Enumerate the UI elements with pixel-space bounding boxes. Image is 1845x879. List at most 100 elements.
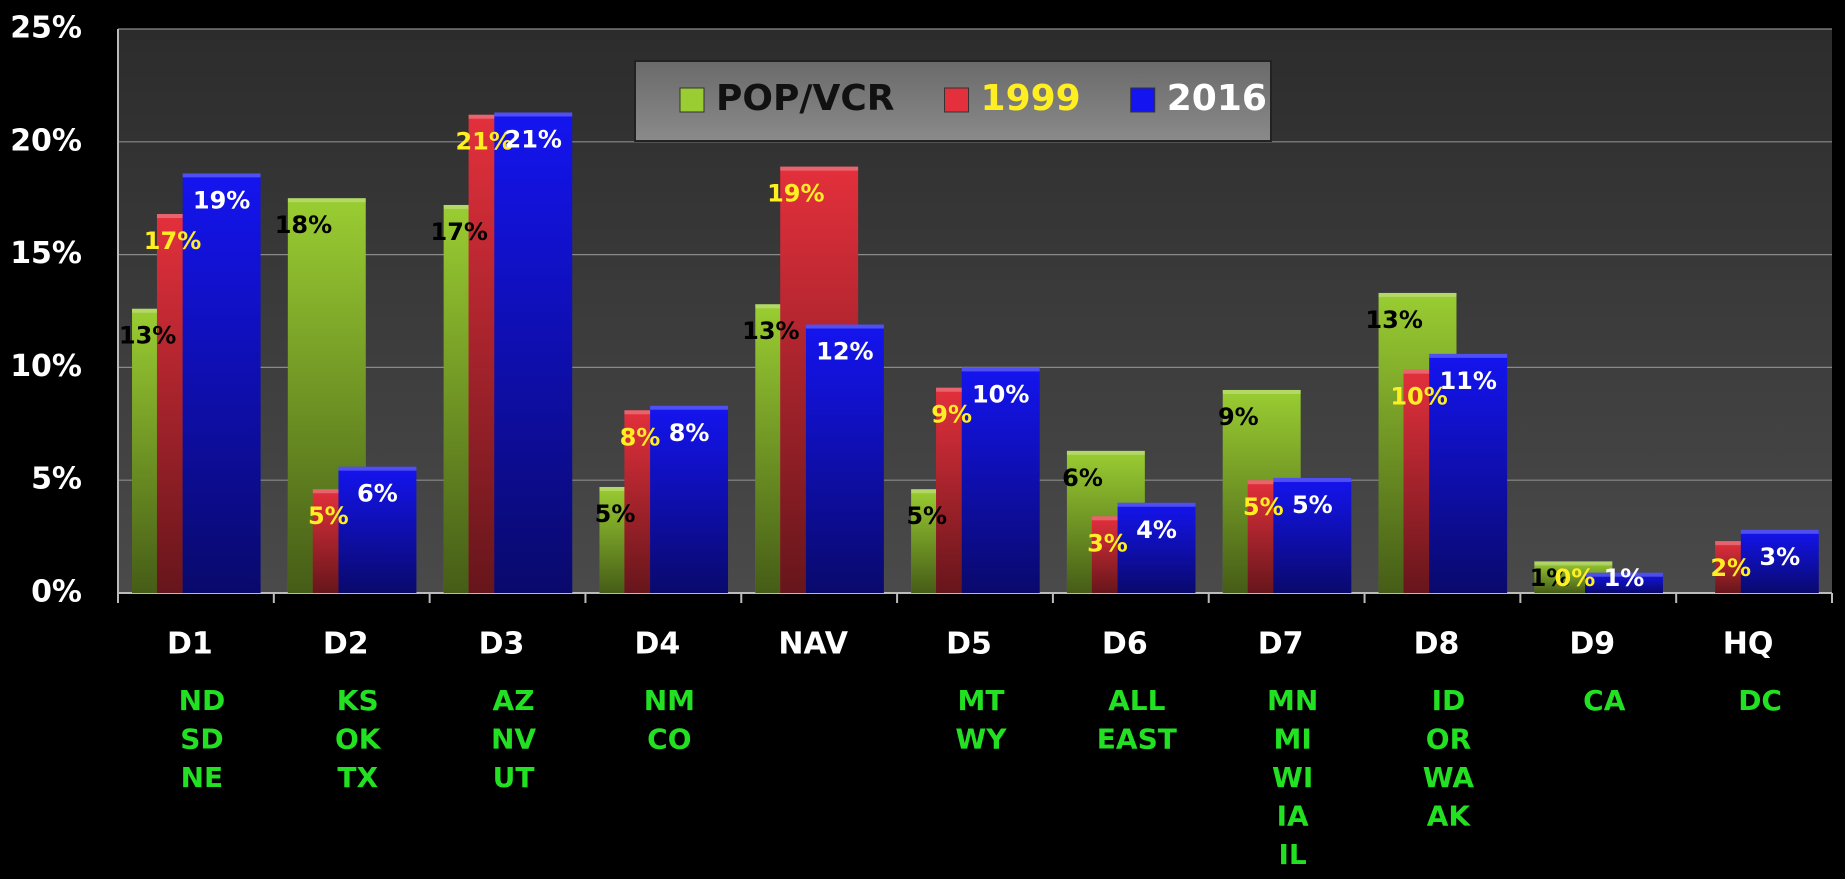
region-label: ND — [179, 684, 226, 717]
bar-highlight — [961, 367, 1040, 372]
x-tick-label: HQ — [1723, 627, 1774, 662]
y-tick-label: 5% — [31, 462, 82, 497]
value-label: 1% — [1604, 564, 1645, 592]
x-tick-label: D2 — [323, 627, 369, 662]
bar-shade — [494, 112, 573, 594]
value-label: 9% — [931, 401, 972, 429]
region-label: AK — [1427, 800, 1472, 833]
x-tick-label: D1 — [167, 627, 213, 662]
y-tick-label: 20% — [10, 123, 82, 158]
x-tick-label: D7 — [1258, 627, 1304, 662]
region-label: DC — [1738, 684, 1782, 717]
bar-shade — [961, 367, 1040, 593]
bar-highlight — [650, 405, 729, 410]
legend-label: 2016 — [1167, 78, 1267, 119]
value-label: 3% — [1759, 543, 1800, 571]
legend-label: 1999 — [981, 78, 1081, 119]
bar-highlight — [1378, 292, 1457, 297]
bar-highlight — [494, 112, 573, 117]
value-label: 8% — [669, 419, 710, 447]
x-tick-label: NAV — [778, 627, 848, 662]
bar-highlight — [287, 198, 366, 203]
value-label: 13% — [119, 322, 176, 350]
bar-highlight — [805, 324, 884, 329]
bar-shade — [1585, 572, 1663, 593]
value-label: 17% — [431, 218, 488, 246]
legend-swatch — [944, 87, 970, 113]
x-tick-label: D5 — [946, 627, 992, 662]
bar-shade — [1273, 477, 1352, 593]
bar-shade — [1429, 353, 1508, 593]
bar-highlight — [1222, 389, 1301, 394]
region-label: NV — [491, 723, 536, 756]
region-label: OK — [335, 723, 382, 756]
region-label: EAST — [1097, 723, 1177, 756]
bar-highlight — [780, 166, 859, 171]
value-label: 1% — [1530, 564, 1571, 592]
bar-highlight — [1066, 450, 1145, 455]
value-label: 19% — [767, 180, 824, 208]
region-label: CA — [1583, 684, 1626, 717]
value-label: 10% — [1390, 383, 1447, 411]
region-label: SD — [180, 723, 223, 756]
region-label: TX — [337, 761, 378, 794]
value-label: 8% — [620, 423, 661, 451]
value-label: 2% — [1710, 554, 1751, 582]
bar-shade — [1117, 502, 1196, 593]
value-label: 21% — [505, 125, 562, 153]
bar-highlight — [182, 173, 261, 178]
bar-highlight — [338, 466, 417, 471]
bar-highlight — [1585, 572, 1663, 577]
value-label: 3% — [1087, 529, 1128, 557]
y-tick-label: 10% — [10, 349, 82, 384]
region-label: MN — [1267, 684, 1318, 717]
x-tick-label: D3 — [479, 627, 525, 662]
bar-shade — [650, 405, 729, 593]
value-label: 19% — [193, 186, 250, 214]
bar-highlight — [1429, 353, 1508, 358]
value-label: 5% — [595, 500, 636, 528]
value-label: 17% — [144, 227, 201, 255]
bar-shade — [805, 324, 884, 593]
region-label: IL — [1279, 838, 1307, 871]
region-label: KS — [337, 684, 379, 717]
region-label: OR — [1426, 723, 1471, 756]
bar-highlight — [1117, 502, 1196, 507]
value-label: 13% — [742, 317, 799, 345]
value-label: 6% — [357, 480, 398, 508]
value-label: 4% — [1136, 516, 1177, 544]
region-label: AZ — [493, 684, 535, 717]
value-label: 5% — [1243, 493, 1284, 521]
x-tick-label: D4 — [634, 627, 680, 662]
y-tick-label: 25% — [10, 11, 82, 46]
value-label: 9% — [1218, 403, 1259, 431]
region-label: MI — [1273, 723, 1311, 756]
region-label: ALL — [1108, 684, 1166, 717]
x-tick-label: D9 — [1569, 627, 1615, 662]
bar-highlight — [1273, 477, 1352, 482]
y-tick-label: 0% — [31, 575, 82, 610]
region-label: WA — [1423, 761, 1475, 794]
value-label: 0% — [1555, 564, 1596, 592]
bar-shade — [182, 173, 261, 593]
bar-shade — [338, 466, 417, 593]
value-label: 12% — [816, 338, 873, 366]
region-label: IA — [1277, 800, 1309, 833]
x-tick-label: D8 — [1414, 627, 1460, 662]
value-label: 6% — [1062, 464, 1103, 492]
legend-swatch — [1130, 87, 1156, 113]
value-label: 21% — [455, 128, 512, 156]
value-label: 5% — [906, 502, 947, 530]
region-label: UT — [493, 761, 535, 794]
value-label: 10% — [972, 380, 1029, 408]
x-tick-label: D6 — [1102, 627, 1148, 662]
bar-shade — [1740, 529, 1819, 593]
bar-highlight — [1534, 561, 1613, 566]
legend-swatch — [679, 87, 705, 113]
region-label: WI — [1272, 761, 1313, 794]
region-label: NM — [644, 684, 695, 717]
region-label: MT — [958, 684, 1005, 717]
bar-highlight — [1740, 529, 1819, 534]
value-label: 5% — [308, 502, 349, 530]
